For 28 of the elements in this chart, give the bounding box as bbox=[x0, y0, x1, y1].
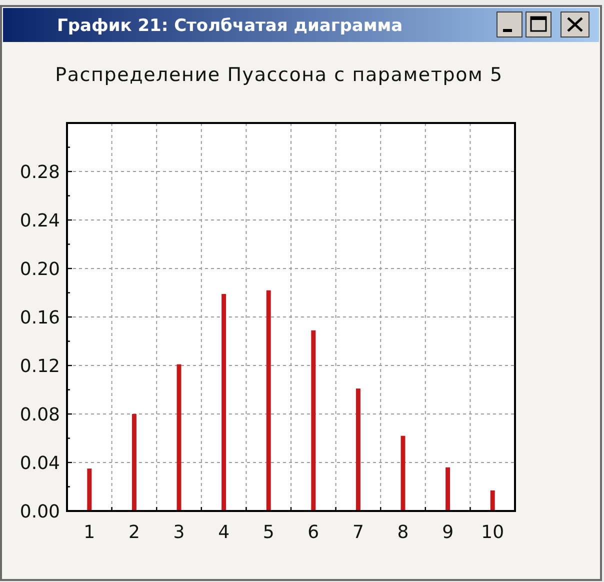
chart-title: Распределение Пуассона с параметром 5 bbox=[55, 64, 503, 86]
bar bbox=[132, 414, 136, 511]
x-tick-label: 1 bbox=[84, 522, 96, 543]
text: График 21: Столбчатая диаграмма bbox=[57, 16, 403, 36]
x-tick-label: 9 bbox=[442, 522, 454, 543]
y-tick-label: 0.16 bbox=[20, 307, 60, 328]
x-tick-label: 8 bbox=[397, 522, 409, 543]
y-tick-label: 0.04 bbox=[20, 452, 60, 474]
x-tick-label: 10 bbox=[481, 522, 504, 543]
x-tick-label: 7 bbox=[352, 522, 364, 543]
x-tick-label: 4 bbox=[218, 522, 230, 543]
y-tick-label: 0.00 bbox=[20, 501, 60, 522]
y-tick-label: 0.08 bbox=[20, 404, 60, 426]
bar bbox=[87, 468, 92, 511]
bar bbox=[446, 467, 450, 511]
x-tick-label: 5 bbox=[262, 522, 274, 543]
bar bbox=[311, 330, 316, 511]
bar bbox=[490, 490, 495, 511]
x-tick-label: 3 bbox=[173, 522, 185, 543]
y-tick-label: 0.12 bbox=[20, 356, 60, 377]
bar bbox=[266, 290, 271, 511]
y-tick-label: 0.20 bbox=[20, 258, 60, 280]
bar bbox=[356, 388, 360, 511]
x-tick-label: 2 bbox=[128, 522, 140, 543]
y-tick-label: 0.28 bbox=[20, 162, 60, 183]
bar bbox=[222, 294, 226, 511]
x-tick-label: 6 bbox=[308, 522, 320, 543]
y-tick-label: 0.24 bbox=[20, 210, 60, 232]
